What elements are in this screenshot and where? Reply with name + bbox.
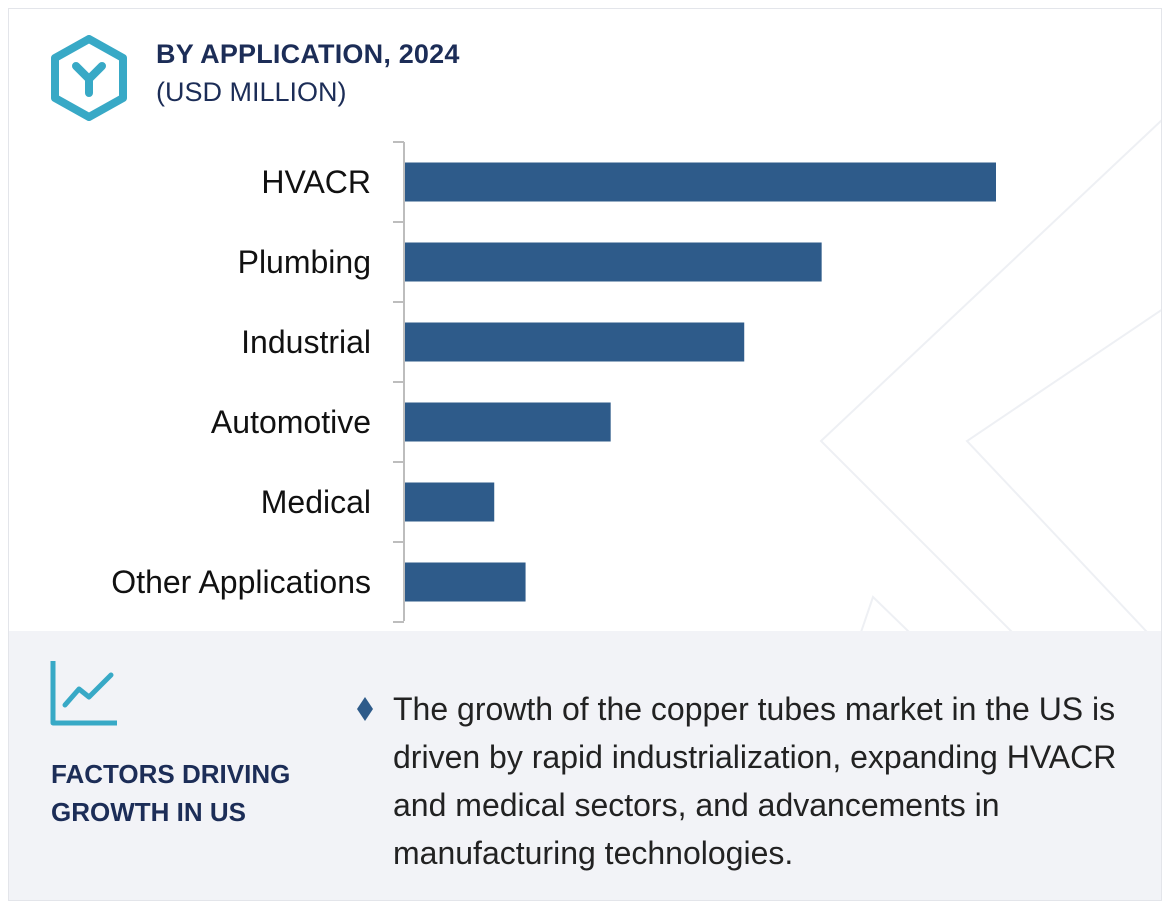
chart-title: BY APPLICATION, 2024 [156, 39, 460, 69]
category-label: Automotive [211, 404, 371, 440]
factors-title-line-2: GROWTH IN US [51, 797, 246, 827]
line-chart-icon [50, 661, 117, 726]
factors-panel: FACTORS DRIVING GROWTH IN US The growth … [9, 631, 1161, 900]
category-label: Industrial [241, 324, 371, 360]
bar-chart: HVACR Plumbing Industrial Automotive Medical… [111, 141, 996, 623]
bar-plumbing [405, 242, 822, 282]
bar-other-applications [405, 562, 526, 602]
category-label: Plumbing [238, 244, 371, 280]
bar-automotive [405, 402, 611, 442]
bar-industrial [405, 322, 745, 362]
bar-medical [405, 482, 495, 522]
y-hexagon-logo-icon [51, 35, 127, 121]
infographic-card: BY APPLICATION, 2024 (USD MILLION) HVACR… [8, 8, 1162, 901]
category-label: Medical [261, 484, 371, 520]
factors-title-line-1: FACTORS DRIVING [51, 759, 291, 789]
category-label: Other Applications [111, 564, 371, 600]
bar-hvacr [405, 162, 996, 202]
chart-subtitle: (USD MILLION) [156, 77, 347, 107]
category-label: HVACR [261, 164, 371, 200]
factor-bullet-text: The growth of the copper tubes market in… [393, 691, 1117, 871]
factors-title: FACTORS DRIVING GROWTH IN US [51, 755, 331, 831]
diamond-bullet-icon [357, 697, 373, 721]
